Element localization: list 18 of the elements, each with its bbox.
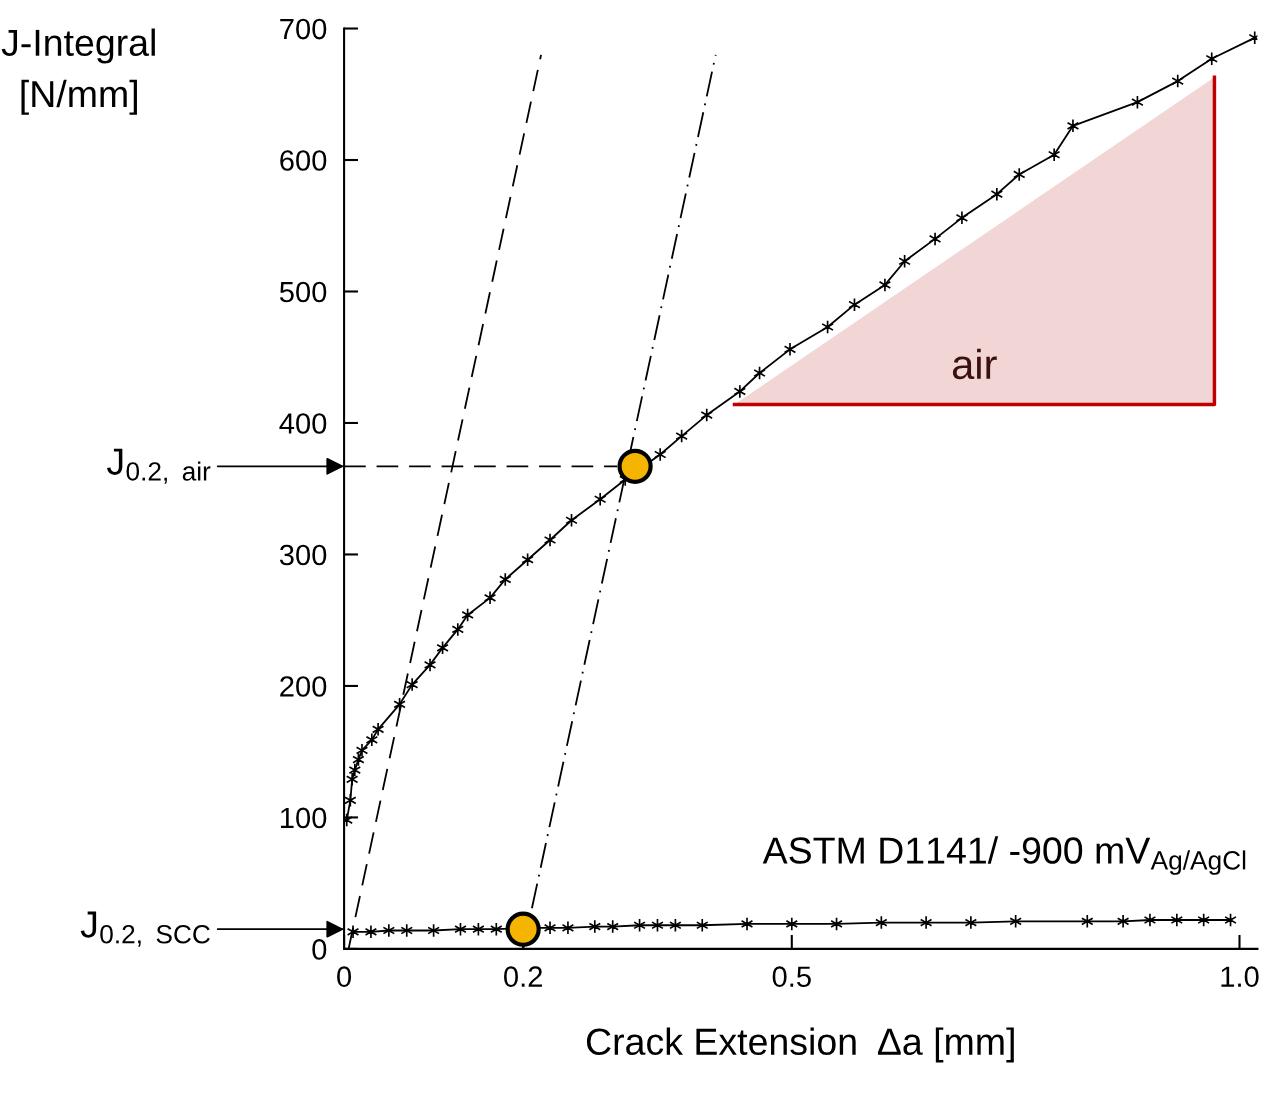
y-tick-label: 300 (279, 544, 327, 566)
x-tick-label: 0.2 (504, 966, 542, 987)
y-tick-label: 100 (280, 807, 327, 829)
text: J$_{0.2, SCC}$ (80, 911, 210, 947)
y-tick-label: 600 (280, 150, 327, 171)
x-tick-label: 0.5 (772, 966, 811, 987)
x-tick-label: 0 (337, 966, 352, 987)
y-tick-label: 500 (279, 281, 327, 303)
y-tick-label: 200 (280, 676, 327, 697)
y-tick-label: 700 (280, 18, 327, 40)
y-tick-label: 400 (279, 413, 327, 434)
y-tick-label: 0 (312, 939, 327, 960)
x-tick-label: 1.0 (1221, 966, 1259, 987)
series-label: ASTM D1141/ -900 mV$_{Ag/AgCl}$ (762, 836, 1246, 875)
text: air (952, 348, 997, 380)
text: J$_{0.2, air}$ (106, 448, 211, 484)
x-axis-title: Crack Extension Δa [mm] (586, 1027, 1014, 1063)
y-axis-title: J-Integral [N/mm] (1, 28, 155, 115)
